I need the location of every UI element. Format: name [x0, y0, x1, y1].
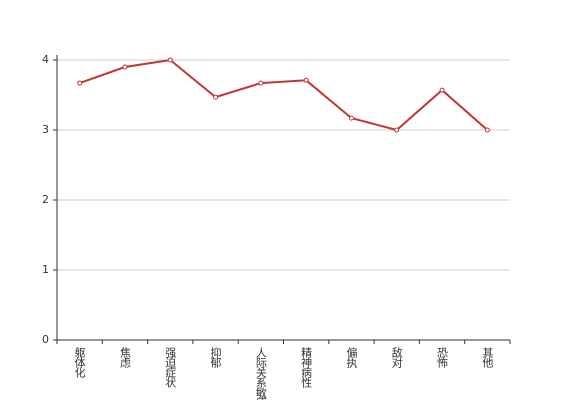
- point: [439, 87, 445, 93]
- x-tick-label: 抑郁: [209, 346, 222, 368]
- y-tick-label: 3: [42, 123, 49, 136]
- x-tick-label: 恐怖: [436, 347, 449, 368]
- line: [79, 58, 489, 132]
- point: [167, 57, 173, 63]
- y-tick-label: 4: [42, 53, 49, 66]
- x-tick-label: 敌对: [390, 346, 403, 368]
- point: [303, 77, 309, 83]
- point: [484, 127, 490, 133]
- x-tick-label: 强迫症状: [164, 347, 177, 388]
- x-tick-label: 精神病性: [300, 347, 313, 389]
- y-tick-label: 1: [42, 263, 49, 276]
- point: [394, 127, 400, 133]
- x-tick-label: 人际关系敏感: [254, 347, 267, 400]
- point: [258, 80, 264, 86]
- x-tick-label: 躯体化: [73, 347, 86, 379]
- y-tick-label: 0: [42, 333, 49, 346]
- x-tick-label: 焦虑: [118, 347, 131, 368]
- point: [122, 64, 128, 70]
- point: [77, 80, 83, 86]
- y-tick-label: 2: [42, 193, 49, 206]
- x-tick-label: 其他: [481, 347, 494, 368]
- point: [213, 94, 219, 100]
- x-tick-label: 偏执: [345, 346, 358, 369]
- point: [348, 115, 354, 121]
